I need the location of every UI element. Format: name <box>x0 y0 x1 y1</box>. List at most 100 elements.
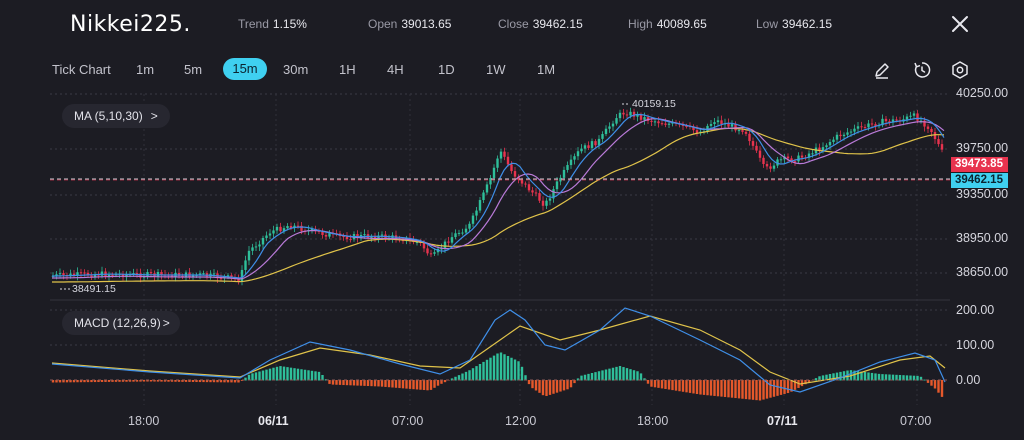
candle-body <box>198 273 202 275</box>
stat-close: Close 39462.15 <box>498 17 583 31</box>
candle-body <box>765 164 769 167</box>
macd-bar <box>807 380 811 383</box>
macd-bar <box>814 378 818 381</box>
macd-bar <box>706 380 709 396</box>
interval-1w[interactable]: 1W <box>486 62 506 77</box>
candle-body <box>657 121 660 124</box>
candle-body <box>751 141 755 146</box>
macd-bar <box>912 375 916 381</box>
macd-bar <box>688 380 692 393</box>
macd-bar <box>433 380 436 388</box>
macd-bar <box>475 366 478 381</box>
candle-body <box>286 226 289 229</box>
candle-body <box>667 123 671 125</box>
macd-bar <box>356 380 359 386</box>
close-button[interactable] <box>948 12 972 36</box>
macd-bar <box>233 380 237 383</box>
candle-body <box>776 159 779 166</box>
interval-1d[interactable]: 1D <box>438 62 455 77</box>
macd-bar <box>905 375 909 381</box>
macd-bar <box>429 380 433 390</box>
macd-bar <box>625 368 629 381</box>
stat-high-value: 40089.65 <box>656 17 707 31</box>
macd-bar <box>601 370 604 381</box>
candle-body <box>373 236 377 240</box>
candle-body <box>884 118 888 122</box>
macd-bar <box>363 380 366 386</box>
interval-5m[interactable]: 5m <box>184 62 203 77</box>
macd-bar <box>443 380 447 383</box>
macd-bar <box>107 380 111 382</box>
stat-open-value: 39013.65 <box>401 17 452 31</box>
macd-bar <box>618 366 622 381</box>
candle-body <box>842 134 846 137</box>
candle-body <box>562 169 566 178</box>
interval-15m[interactable]: 15m <box>223 58 267 80</box>
candle-body <box>111 274 114 276</box>
draw-button[interactable] <box>872 60 892 80</box>
macd-bar <box>685 380 688 393</box>
macd-bar <box>461 373 464 381</box>
interval-1month[interactable]: 1M <box>537 62 556 77</box>
candle-body <box>485 184 489 193</box>
interval-1h[interactable]: 1H <box>339 62 356 77</box>
macd-bar <box>863 372 867 381</box>
candle-body <box>800 155 804 158</box>
stat-low-label: Low <box>756 17 779 31</box>
macd-bar <box>384 380 387 387</box>
candle-body <box>832 139 835 142</box>
macd-chevron-icon: > <box>162 316 170 330</box>
chart-type-label[interactable]: Tick Chart <box>52 62 111 77</box>
candle-body <box>90 275 93 278</box>
macd-bar <box>867 372 870 381</box>
candle-body <box>625 114 629 116</box>
candle-body <box>587 145 590 148</box>
interval-30m[interactable]: 30m <box>283 62 309 77</box>
macd-bar <box>538 380 541 393</box>
macd-bar <box>646 380 650 384</box>
interval-4h[interactable]: 4H <box>387 62 404 77</box>
macd-bar <box>604 369 608 381</box>
candle-body <box>846 132 849 135</box>
candle-body <box>713 122 716 125</box>
candle-body <box>548 198 552 201</box>
candle-body <box>709 124 713 126</box>
ma-indicator-pill[interactable]: MA (5,10,30) > <box>62 104 170 128</box>
interval-1m[interactable]: 1m <box>136 62 155 77</box>
timer-button[interactable] <box>912 60 932 80</box>
macd-bar <box>629 369 632 381</box>
macd-bar <box>72 380 76 383</box>
instrument-title: Nikkei225. <box>70 12 191 37</box>
candle-body <box>363 234 366 236</box>
macd-bar <box>160 380 163 382</box>
candle-body <box>881 118 884 126</box>
candle-body <box>443 241 447 249</box>
macd-indicator-label: MACD (12,26,9) <box>74 316 161 330</box>
candle-body <box>489 177 492 185</box>
macd-bar <box>261 370 265 381</box>
candle-body <box>786 156 790 159</box>
macd-bar <box>664 380 667 389</box>
macd-bar <box>275 366 279 381</box>
macd-bar <box>510 357 513 381</box>
macd-bar <box>506 356 510 381</box>
macd-bar <box>877 373 881 381</box>
stat-open-label: Open <box>368 17 398 31</box>
candle-body <box>839 134 842 137</box>
candle-body <box>538 193 541 201</box>
candle-body <box>895 119 898 121</box>
candle-body <box>191 274 195 277</box>
stat-open: Open 39013.65 <box>368 17 451 31</box>
macd-bar <box>69 380 72 383</box>
candle-body <box>797 155 800 162</box>
macd-bar <box>76 380 79 383</box>
macd-bar <box>478 364 482 381</box>
candle-body <box>891 119 895 123</box>
macd-bar <box>534 380 538 391</box>
settings-button[interactable] <box>950 60 970 80</box>
candle-body <box>100 271 104 276</box>
macd-bar <box>111 380 114 382</box>
macd-bar <box>373 380 377 387</box>
macd-indicator-pill[interactable]: MACD (12,26,9) > <box>62 311 180 335</box>
